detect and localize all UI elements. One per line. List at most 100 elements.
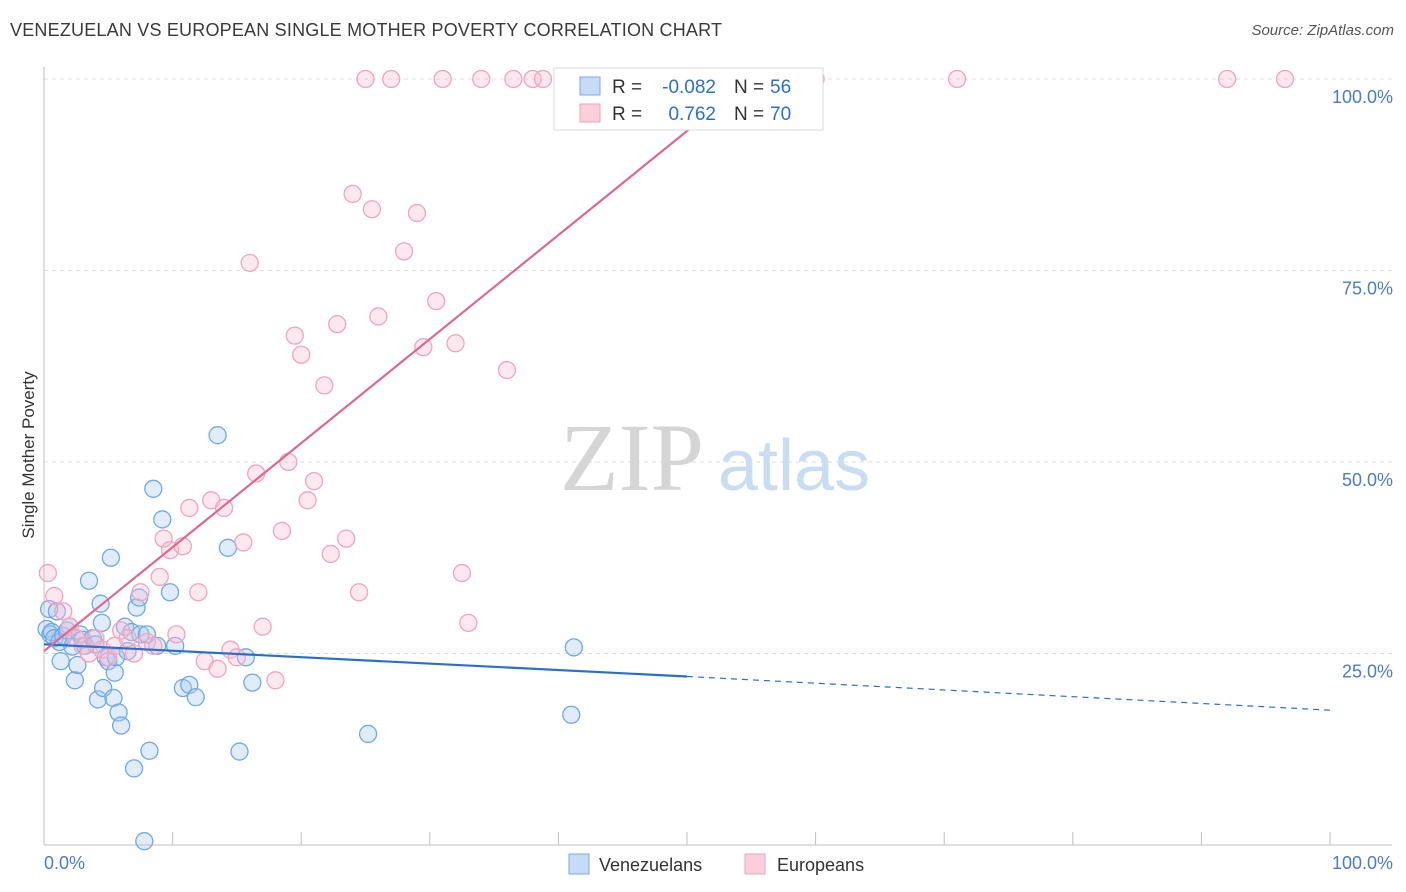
european-point-54: [427, 291, 446, 311]
venezuelan-point-20: [88, 690, 108, 709]
y-tick-label-2: 75.0%: [1342, 279, 1393, 299]
y-tick-label-3: 100.0%: [1332, 87, 1393, 107]
venezuelan-point-42: [144, 479, 163, 498]
european-point-40: [304, 471, 324, 491]
x-tick-label-1: 100.0%: [1332, 853, 1393, 873]
legend-label-europeans: Europeans: [777, 855, 864, 875]
venezuelan-point-54: [243, 673, 262, 692]
venezuelan-point-7: [51, 652, 70, 671]
european-point-18: [154, 529, 173, 548]
european-point-0: [38, 563, 58, 583]
european-point-60: [497, 360, 517, 380]
european-point-9: [99, 648, 118, 667]
legend-swatch-europeans: [744, 853, 766, 875]
stats-n-value-1: 56: [770, 77, 791, 98]
european-point-35: [272, 521, 292, 541]
european-point-53: [414, 337, 433, 357]
european-point-1: [45, 586, 64, 606]
european-point-16: [144, 636, 163, 655]
venezuelan-point-56: [562, 705, 581, 724]
european-point-56: [446, 334, 465, 353]
european-point-62: [523, 69, 542, 89]
venezuelan-point-13: [68, 655, 87, 675]
venezuelan-point-22: [92, 613, 112, 633]
y-tick-label-1: 50.0%: [1342, 470, 1393, 490]
venezuelan-trend-extension: [686, 675, 1331, 711]
european-point-44: [337, 529, 356, 548]
source-label: Source: ZipAtlas.com: [1251, 22, 1394, 39]
watermark-zip: ZIP: [560, 404, 704, 511]
venezuelan-point-57: [564, 638, 583, 657]
european-point-29: [227, 648, 247, 667]
european-trend-line: [43, 78, 752, 653]
european-point-33: [253, 617, 272, 636]
venezuelan-point-26: [101, 548, 121, 567]
european-point-2: [54, 602, 73, 621]
european-point-3: [60, 617, 79, 636]
european-point-61: [504, 69, 523, 89]
european-point-68: [1217, 69, 1237, 89]
venezuelan-point-39: [135, 832, 154, 851]
stats-n-label-1: N =: [734, 77, 764, 98]
european-point-14: [131, 583, 150, 602]
european-point-63: [533, 69, 553, 89]
european-point-34: [266, 671, 285, 690]
european-point-23: [189, 583, 208, 602]
european-point-45: [343, 184, 362, 204]
venezuelan-point-50: [208, 426, 227, 445]
european-point-12: [118, 629, 137, 648]
legend-swatch-venezuelans: [568, 853, 590, 875]
stats-r-label-1: R =: [612, 77, 642, 98]
european-point-57: [452, 563, 472, 583]
legend: Venezuelans Europeans: [568, 853, 864, 875]
trend-lines: [43, 78, 1331, 711]
european-point-17: [150, 567, 169, 587]
venezuelan-point-28: [105, 663, 124, 682]
european-point-27: [214, 498, 234, 518]
european-point-36: [279, 452, 298, 472]
european-point-49: [369, 307, 388, 326]
stats-n-value-2: 70: [770, 104, 791, 125]
venezuelan-point-31: [112, 716, 131, 735]
european-point-31: [240, 253, 259, 272]
venezuelan-point-52: [230, 742, 249, 761]
stats-r-label-2: R =: [612, 104, 642, 125]
y-axis-title: Single Mother Poverty: [19, 371, 38, 539]
watermark: ZIP atlas: [560, 404, 870, 511]
european-point-51: [394, 242, 414, 261]
venezuelan-trend-line: [43, 643, 688, 678]
european-point-30: [234, 533, 253, 552]
european-point-52: [407, 203, 427, 223]
european-point-50: [382, 69, 401, 89]
european-point-43: [328, 314, 347, 334]
venezuelan-point-41: [140, 741, 159, 760]
european-point-58: [459, 613, 478, 633]
european-point-38: [292, 345, 311, 364]
venezuelan-point-49: [186, 688, 205, 707]
european-point-48: [362, 200, 382, 219]
venezuelan-point-17: [79, 571, 99, 590]
venezuelan-point-44: [153, 510, 172, 529]
european-point-37: [285, 326, 304, 345]
axes: [43, 67, 1392, 846]
venezuelan-point-5: [47, 602, 67, 621]
european-point-41: [315, 376, 334, 395]
european-point-39: [298, 491, 317, 510]
european-point-59: [472, 69, 491, 89]
european-point-67: [947, 69, 967, 89]
stats-r-value-2: 0.762: [668, 104, 716, 125]
european-point-46: [349, 583, 369, 602]
venezuelan-point-45: [160, 583, 180, 602]
european-point-69: [1275, 69, 1295, 89]
venezuelan-point-12: [65, 671, 85, 690]
legend-label-venezuelans: Venezuelans: [599, 855, 702, 875]
european-point-21: [173, 537, 193, 556]
venezuelan-point-35: [124, 759, 144, 778]
stats-r-value-1: -0.082: [662, 77, 716, 98]
european-point-42: [321, 544, 340, 564]
european-point-20: [167, 625, 186, 644]
stats-box: R = -0.082 N = 56 R = 0.762 N = 70: [553, 67, 824, 131]
european-point-26: [208, 659, 227, 678]
x-tick-label-0: 0.0%: [44, 853, 85, 873]
